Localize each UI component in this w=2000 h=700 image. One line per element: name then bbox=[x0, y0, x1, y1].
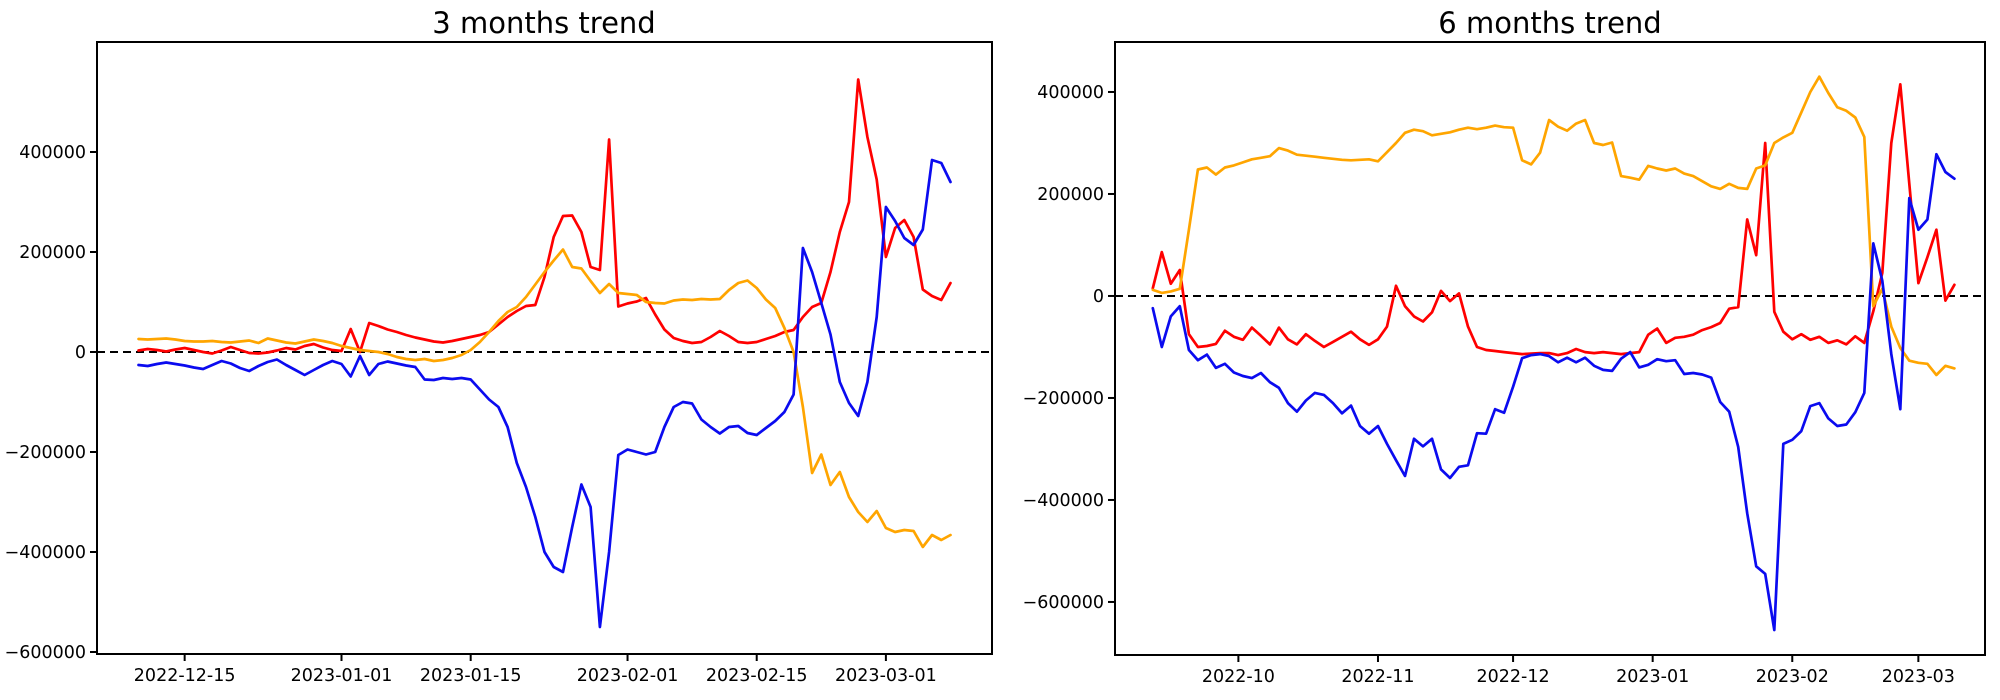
y-tick-label: −600000 bbox=[1023, 593, 1104, 613]
x-tick-label: 2023-02-01 bbox=[577, 666, 679, 686]
series-line-blue bbox=[137, 158, 952, 629]
series-line-orange bbox=[137, 248, 952, 549]
series-line-red bbox=[1151, 82, 1956, 357]
right-chart: 400000 200000 0 −200000 −400000 −600000 2022-1… bbox=[1023, 41, 1986, 687]
x-tick-label: 2023-03-01 bbox=[835, 666, 937, 686]
y-tick-label: −200000 bbox=[5, 443, 86, 463]
y-tick-label: 0 bbox=[1093, 287, 1104, 307]
y-tick-label: 400000 bbox=[1037, 83, 1104, 103]
y-tick-label: 200000 bbox=[19, 243, 86, 263]
x-tick-label: 2022-11 bbox=[1341, 667, 1414, 687]
x-tick-label: 2023-01 bbox=[1616, 667, 1689, 687]
x-tick-label: 2023-01-15 bbox=[420, 666, 522, 686]
x-tick-label: 2022-12-15 bbox=[134, 666, 236, 686]
x-tick-label: 2023-01-01 bbox=[291, 666, 393, 686]
y-tick-label: 200000 bbox=[1037, 185, 1104, 205]
left-chart-title: 3 months trend bbox=[432, 6, 655, 40]
series-line-red bbox=[137, 78, 952, 355]
x-tick-label: 2023-03 bbox=[1882, 667, 1955, 687]
right-chart-title: 6 months trend bbox=[1438, 6, 1661, 40]
left-chart: 400000 200000 0 −200000 −400000 −600000 2022-1… bbox=[5, 41, 993, 686]
y-tick-label: −400000 bbox=[1023, 491, 1104, 511]
plot-border bbox=[1114, 41, 1986, 656]
y-tick-label: −200000 bbox=[1023, 389, 1104, 409]
x-tick-label: 2022-10 bbox=[1202, 667, 1275, 687]
y-tick-label: −600000 bbox=[5, 643, 86, 663]
plot-border bbox=[96, 41, 993, 655]
series-line-orange bbox=[1151, 75, 1956, 377]
series-line-blue bbox=[1151, 152, 1956, 632]
x-tick-label: 2023-02-15 bbox=[706, 666, 808, 686]
x-tick-label: 2022-12 bbox=[1477, 667, 1550, 687]
x-tick-label: 2023-02 bbox=[1756, 667, 1829, 687]
y-tick-label: −400000 bbox=[5, 543, 86, 563]
y-tick-label: 400000 bbox=[19, 143, 86, 163]
y-tick-label: 0 bbox=[75, 343, 86, 363]
